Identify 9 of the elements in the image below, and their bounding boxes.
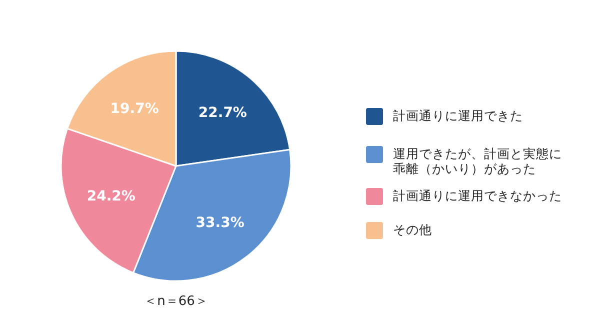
data-label: 33.3%	[196, 215, 244, 232]
legend-label: その他	[393, 222, 432, 237]
data-label: 24.2%	[86, 188, 136, 205]
legend-label: 運用できたが、計画と実態に乖離（かいり）があった	[393, 146, 563, 176]
data-label: 19.7%	[110, 100, 159, 117]
legend-label: 計画通りに運用できた	[393, 108, 523, 123]
text: ＜n＝66＞	[143, 293, 209, 310]
data-label: 22.7%	[198, 105, 247, 122]
legend-label: 計画通りに運用できなかった	[393, 188, 562, 203]
